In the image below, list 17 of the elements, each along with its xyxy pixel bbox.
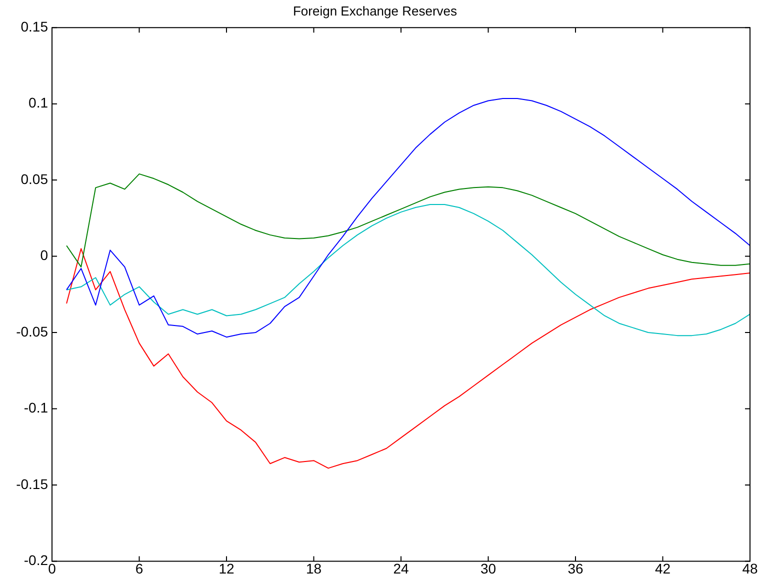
x-tick-label: 30 [480, 560, 496, 576]
y-tick-label: -0.15 [16, 476, 48, 492]
y-tick-label: 0.15 [20, 18, 48, 34]
x-tick-label: 42 [654, 560, 671, 576]
x-tick-label: 12 [218, 560, 234, 576]
y-tick-label: 0.05 [20, 170, 48, 187]
x-tick-label: 18 [306, 560, 322, 576]
y-tick-label: 0 [40, 247, 48, 264]
x-tick-label: 6 [135, 560, 144, 576]
x-tick-label: 36 [568, 560, 584, 576]
x-tick-label: 24 [393, 560, 409, 576]
y-tick-label: -0.05 [16, 323, 48, 340]
y-tick-label: -0.1 [24, 400, 48, 416]
chart-title: Foreign Exchange Reserves [292, 3, 458, 18]
y-tick-label: 0.1 [28, 94, 48, 111]
y-tick-label: -0.2 [24, 552, 48, 568]
x-tick-label: 48 [742, 560, 758, 576]
